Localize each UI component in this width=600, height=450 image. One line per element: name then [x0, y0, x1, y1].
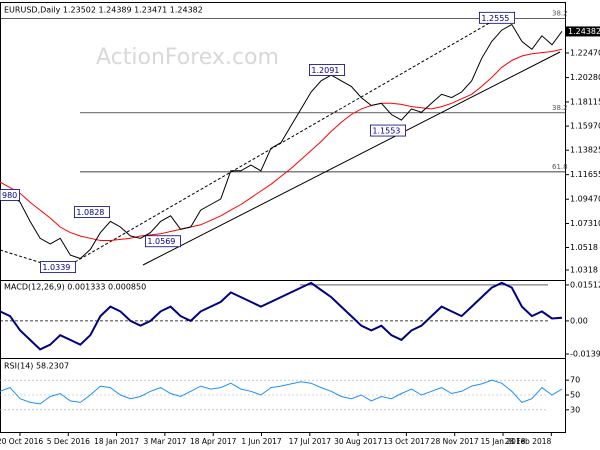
y-tick-label: 1.0518 [570, 243, 598, 252]
x-tick-label: 20 Oct 2016 [0, 437, 43, 446]
y-tick-label: 1.13825 [570, 146, 600, 155]
price-annotation-box [478, 11, 515, 24]
price-line [0, 23, 563, 260]
price-annotation: 1.2555 [481, 14, 509, 23]
chart-title: EURUSD,Daily 1.23502 1.24389 1.23471 1.2… [4, 6, 203, 15]
watermark: ActionForex.com [96, 45, 279, 70]
rsi-line [0, 379, 563, 405]
price-annotation-box [144, 235, 181, 248]
x-tick-label: 18 Jan 2017 [94, 437, 139, 446]
macd-panel [0, 280, 566, 359]
price-annotation-box [74, 206, 111, 219]
channel-line [74, 13, 506, 263]
price-annotation: 980 [2, 191, 17, 200]
x-tick-label: 18 Apr 2017 [190, 437, 237, 446]
fib-label: 38.2 [552, 9, 568, 17]
price-annotation-box [369, 124, 406, 137]
current-price-box [566, 26, 600, 37]
x-tick-label: 15 Jan 2018 [481, 437, 526, 446]
fib-label: 61.8 [552, 163, 568, 171]
y-tick-label: 1.09470 [570, 195, 600, 204]
y-tick-label: 30 [570, 405, 580, 414]
price-annotation-box [308, 64, 345, 76]
y-tick-label: 0.00 [570, 316, 588, 325]
y-tick-label: 0.01512 [570, 280, 600, 289]
rsi-panel [0, 358, 566, 433]
trendline [142, 51, 561, 266]
x-tick-label: 28 Nov 2017 [431, 437, 479, 446]
price-annotation: 1.0339 [42, 263, 70, 272]
x-tick-label: 3 Mar 2017 [144, 437, 187, 446]
current-price: 1.24382 [568, 27, 600, 36]
price-annotation: 1.0828 [76, 208, 104, 217]
x-tick-label: 13 Oct 2017 [383, 437, 430, 446]
x-tick-label: 17 Jul 2017 [289, 437, 332, 446]
price-annotation: 1.0569 [147, 237, 175, 246]
y-tick-label: 1.22470 [570, 48, 600, 57]
y-tick-label: 1.15970 [570, 122, 600, 131]
price-annotation: 1.2091 [311, 66, 339, 75]
macd-line [0, 281, 563, 351]
rsi-title: RSI(14) 58.2307 [4, 362, 69, 371]
moving-average [0, 48, 563, 241]
x-tick-label: 1 Jun 2017 [241, 437, 282, 446]
price-annotation: 1.1553 [372, 127, 400, 136]
macd-title: MACD(12,26,9) 0.001333 0.000850 [4, 283, 146, 292]
y-tick-label: 1.0318 [570, 265, 598, 274]
fib-label: 38.2 [552, 104, 568, 112]
x-tick-label: 5 Dec 2016 [47, 437, 90, 446]
y-tick-label: 70 [570, 376, 580, 385]
y-tick-label: 1.07310 [570, 219, 600, 228]
x-tick-label: 30 Aug 2017 [334, 437, 382, 446]
x-tick-label: 28 Feb 2018 [505, 437, 552, 446]
price-annotation-box [40, 261, 77, 274]
y-tick-label: -0.01393 [570, 350, 600, 359]
y-tick-label: 50 [570, 391, 580, 400]
y-tick-label: 1.18115 [570, 97, 600, 106]
price-annotation-box [0, 189, 21, 201]
y-tick-label: 1.11655 [570, 170, 600, 179]
y-tick-label: 1.20280 [570, 73, 600, 82]
